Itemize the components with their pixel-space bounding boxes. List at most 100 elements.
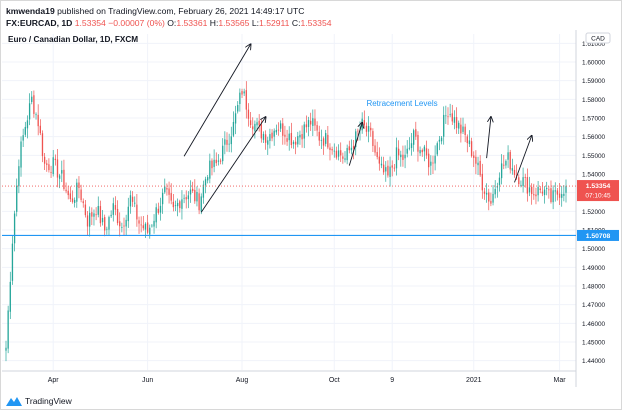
candle	[73, 197, 76, 208]
candle	[140, 216, 142, 233]
candle	[222, 138, 224, 165]
candle	[552, 185, 554, 210]
candle-body	[46, 163, 48, 165]
candle	[481, 163, 483, 199]
candle-body	[299, 134, 301, 138]
candle	[104, 214, 106, 237]
candle	[89, 206, 91, 237]
candle-body	[237, 105, 239, 112]
candle	[7, 305, 9, 354]
candle	[211, 158, 213, 176]
candle	[279, 120, 282, 132]
candle-body	[149, 227, 151, 235]
candle-body	[43, 156, 46, 164]
candle-body	[505, 160, 507, 166]
candle	[101, 209, 104, 226]
candle-body	[481, 173, 483, 191]
author-name[interactable]: kmwenda19	[6, 6, 55, 16]
candle	[370, 122, 372, 137]
price-tick-label: 1.48000	[582, 284, 606, 291]
trend-lines	[183, 44, 532, 213]
candle-body	[350, 147, 353, 151]
candle-body	[241, 91, 243, 95]
candle	[460, 117, 462, 143]
price-tick-label: 1.45000	[582, 340, 606, 347]
candle-body	[200, 196, 202, 212]
price-tick-label: 1.61000	[582, 41, 606, 48]
candle	[181, 190, 183, 220]
candle	[196, 186, 198, 207]
candle	[22, 128, 24, 148]
price-tick-label: 1.52000	[582, 209, 606, 216]
candle	[385, 161, 387, 182]
candle	[462, 117, 464, 135]
candle-body	[378, 156, 380, 164]
price-tick-label: 1.59000	[582, 78, 606, 85]
footer: TradingView	[6, 393, 72, 409]
candle	[331, 146, 333, 155]
footer-brand[interactable]: TradingView	[25, 396, 72, 406]
candle-body	[475, 156, 477, 164]
candle	[226, 132, 228, 152]
candle	[397, 140, 400, 161]
candle-body	[189, 189, 192, 195]
candle	[28, 93, 31, 126]
candle-body	[99, 206, 102, 224]
candle	[434, 145, 436, 171]
candle	[303, 121, 305, 149]
candle	[316, 121, 318, 137]
candle-body	[513, 169, 516, 175]
candlestick-chart[interactable]: 1.61000 1.60000 1.59000 1.58000 1.57000 1.560…	[2, 30, 620, 387]
candle-body	[196, 191, 198, 202]
candle-body	[496, 186, 499, 188]
candle	[209, 153, 211, 184]
candle-body	[520, 184, 522, 186]
candle-body	[526, 177, 529, 194]
candle-body	[436, 143, 438, 155]
candle-body	[305, 124, 308, 128]
candle-body	[172, 201, 175, 208]
candle-body	[275, 129, 278, 133]
candle-body	[419, 150, 421, 154]
candle-body	[136, 204, 138, 220]
candle	[314, 109, 316, 131]
chart-area[interactable]: 1.61000 1.60000 1.59000 1.58000 1.57000 1.560…	[2, 30, 620, 387]
candle-body	[507, 152, 509, 160]
candle-body	[164, 186, 166, 193]
candle	[37, 104, 39, 136]
candle	[112, 197, 114, 222]
candle	[378, 147, 380, 171]
candle	[215, 152, 217, 167]
candle-body	[252, 126, 254, 130]
candle	[365, 122, 368, 137]
candle	[305, 115, 308, 133]
candle	[498, 172, 501, 192]
candle-body	[35, 114, 37, 116]
candle-body	[91, 212, 93, 217]
candle	[202, 180, 205, 204]
candle-body	[477, 162, 479, 166]
candle	[69, 186, 72, 202]
candle	[35, 112, 37, 120]
candle-body	[340, 150, 342, 156]
price-tick-label: 1.58000	[582, 97, 606, 104]
candle	[110, 210, 112, 218]
candle-body	[187, 195, 190, 200]
candle	[355, 128, 357, 156]
candle-body	[464, 126, 466, 136]
candle-body	[541, 191, 544, 194]
candle	[121, 222, 123, 233]
candle	[299, 130, 301, 145]
candle-body	[432, 162, 434, 164]
candle-body	[9, 281, 11, 312]
candle-body	[157, 208, 159, 213]
candle	[395, 137, 398, 176]
candle	[119, 212, 121, 237]
candle	[507, 145, 509, 168]
candle	[123, 217, 125, 236]
candle	[237, 101, 239, 114]
candle-body	[546, 188, 548, 189]
tradingview-logo-icon[interactable]	[6, 396, 22, 406]
trend-line-arrow	[348, 123, 362, 166]
candle-body	[84, 204, 87, 216]
